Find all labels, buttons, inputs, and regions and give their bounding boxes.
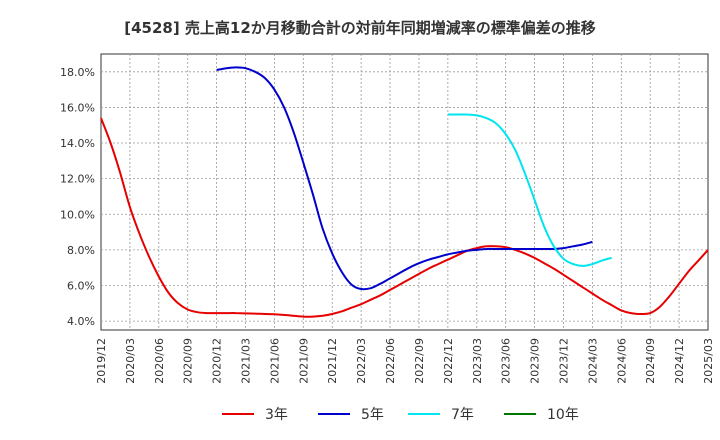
y-tick-label: 18.0% xyxy=(60,66,95,79)
legend: 3年 5年 7年 10年 xyxy=(222,407,579,423)
x-tick-label: 2024/06 xyxy=(615,338,628,384)
y-tick-label: 4.0% xyxy=(67,315,95,328)
y-tick-label: 14.0% xyxy=(60,137,95,150)
x-tick-label: 2019/12 xyxy=(95,338,108,384)
plot-area xyxy=(100,53,709,331)
x-tick-label: 2021/12 xyxy=(326,338,339,384)
legend-label-5年: 5年 xyxy=(361,407,384,423)
x-axis: 2019/12 2020/03 2020/06 2020/09 2020/12 2021/… xyxy=(95,338,715,384)
x-tick-label: 2021/03 xyxy=(240,338,253,384)
x-tick-label: 2024/03 xyxy=(586,338,599,384)
y-tick-label: 16.0% xyxy=(60,101,95,114)
x-tick-label: 2022/06 xyxy=(384,338,397,384)
x-tick-label: 2020/09 xyxy=(182,338,195,384)
x-tick-label: 2024/12 xyxy=(673,338,686,384)
y-tick-label: 6.0% xyxy=(67,279,95,292)
x-tick-label: 2023/09 xyxy=(529,338,542,384)
x-tick-label: 2023/03 xyxy=(471,338,484,384)
y-tick-label: 8.0% xyxy=(67,244,95,257)
series-line-5年 xyxy=(216,66,593,291)
x-tick-label: 2025/03 xyxy=(702,338,715,384)
x-tick-label: 2020/03 xyxy=(124,338,137,384)
x-tick-label: 2020/06 xyxy=(153,338,166,384)
x-tick-label: 2023/12 xyxy=(557,338,570,384)
series-line-7年 xyxy=(447,113,612,267)
x-tick-label: 2023/06 xyxy=(500,338,513,384)
x-tick-label: 2021/06 xyxy=(268,338,281,384)
series-group xyxy=(100,66,709,318)
x-tick-label: 2022/03 xyxy=(355,338,368,384)
grid xyxy=(101,54,708,330)
x-tick-label: 2024/09 xyxy=(644,338,657,384)
legend-label-7年: 7年 xyxy=(451,407,474,423)
y-tick-label: 10.0% xyxy=(60,208,95,221)
chart-title: [4528] 売上高12か月移動合計の対前年同期増減率の標準偏差の推移 xyxy=(124,19,596,37)
x-tick-label: 2022/12 xyxy=(442,338,455,384)
plot-border xyxy=(100,53,709,331)
x-tick-label: 2022/09 xyxy=(413,338,426,384)
y-axis: 4.0% 6.0% 8.0% 10.0% 12.0% 14.0% 16.0% 18.0% xyxy=(60,66,95,328)
legend-label-3年: 3年 xyxy=(265,407,288,423)
y-tick-label: 12.0% xyxy=(60,173,95,186)
x-tick-label: 2020/12 xyxy=(211,338,224,384)
x-tick-label: 2021/09 xyxy=(297,338,310,384)
series-line-3年 xyxy=(100,117,709,318)
legend-label-10年: 10年 xyxy=(547,407,579,423)
